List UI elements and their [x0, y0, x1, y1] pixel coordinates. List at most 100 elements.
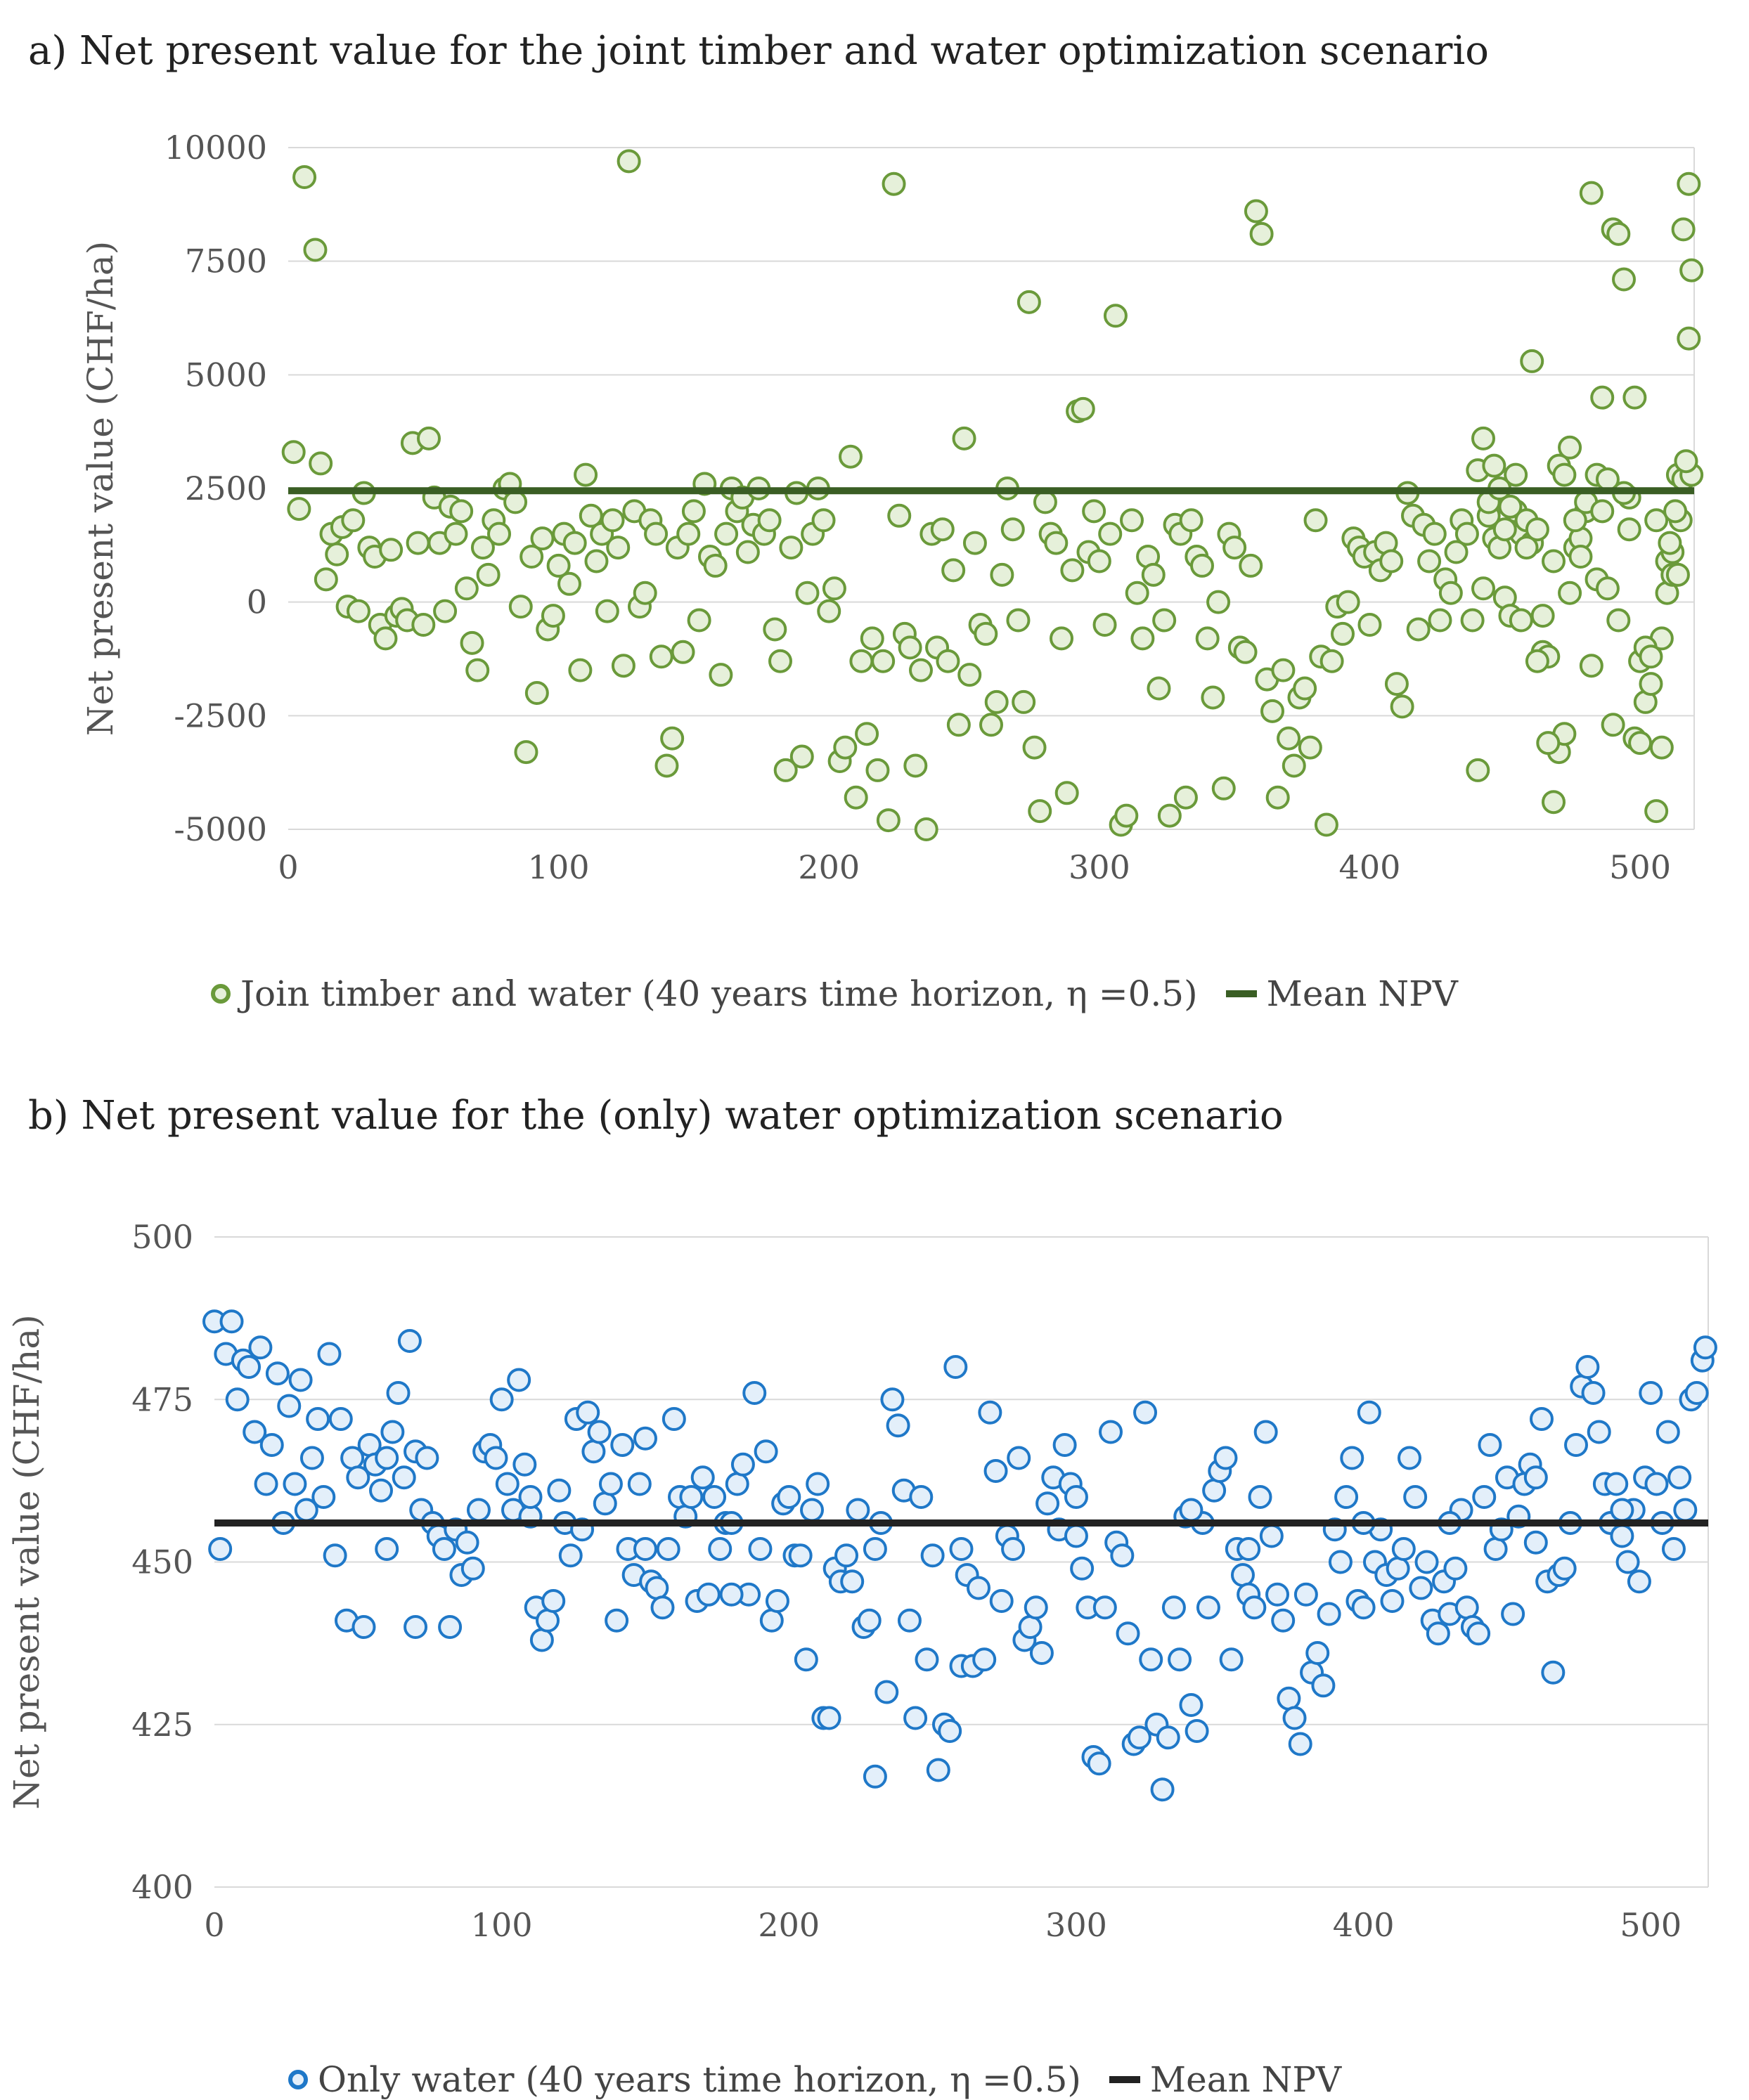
data-point — [1150, 1777, 1175, 1802]
data-point — [581, 1439, 606, 1464]
data-point — [1466, 758, 1490, 782]
data-point — [1617, 517, 1641, 542]
data-point — [708, 1537, 732, 1561]
data-point — [765, 1589, 789, 1613]
data-point — [1409, 1576, 1433, 1600]
data-point — [1133, 1400, 1158, 1425]
data-point — [983, 1459, 1008, 1483]
scatter-series — [281, 149, 1704, 841]
y-axis: 400 425 450 475 500 — [131, 1218, 193, 1906]
data-point — [392, 1465, 416, 1490]
data-point — [709, 663, 733, 687]
data-point — [1050, 626, 1073, 651]
data-point — [1649, 735, 1674, 760]
data-point — [1185, 1719, 1209, 1743]
data-point — [1282, 1706, 1307, 1730]
data-point — [1087, 549, 1111, 573]
data-point — [1478, 1433, 1502, 1457]
data-point — [897, 1608, 922, 1633]
data-point — [1259, 1524, 1284, 1548]
data-point — [460, 630, 484, 655]
y-axis: -5000 -2500 0 2500 5000 7500 10000 — [164, 129, 267, 848]
data-point — [1161, 1595, 1186, 1620]
data-point — [1092, 1595, 1117, 1620]
data-point — [1000, 517, 1025, 542]
y-tick-label: 2500 — [185, 469, 267, 507]
data-point — [898, 635, 922, 660]
data-point — [1018, 1615, 1043, 1639]
data-point — [1661, 1537, 1686, 1561]
data-point — [375, 1446, 399, 1470]
data-point — [465, 658, 490, 682]
data-point — [817, 599, 841, 623]
data-point — [742, 1381, 767, 1405]
data-point — [476, 562, 501, 587]
data-point — [627, 1472, 652, 1496]
data-point — [1579, 181, 1603, 205]
x-tick-label: 100 — [471, 1906, 533, 1944]
data-point — [990, 562, 1014, 587]
data-point — [1386, 1556, 1410, 1581]
x-tick-label: 300 — [1045, 1906, 1107, 1944]
data-point — [1196, 1595, 1220, 1620]
x-tick-label: 500 — [1620, 1906, 1682, 1944]
data-point — [633, 1426, 657, 1451]
data-point — [914, 817, 938, 841]
data-point — [920, 1543, 945, 1568]
data-point — [1206, 590, 1231, 614]
data-point — [1006, 608, 1031, 633]
data-point — [1483, 1537, 1508, 1561]
data-point — [661, 1407, 686, 1431]
data-point — [943, 1355, 968, 1379]
data-point — [1403, 1485, 1428, 1509]
y-tick-label: 500 — [131, 1218, 193, 1256]
data-point — [541, 1589, 566, 1613]
data-point — [1663, 499, 1688, 524]
data-point — [915, 1647, 939, 1672]
data-point — [508, 595, 533, 619]
data-point — [1422, 521, 1447, 546]
data-point — [1536, 731, 1561, 756]
data-point — [406, 531, 430, 555]
data-point — [259, 1433, 284, 1457]
data-point — [587, 1420, 612, 1444]
gridlines — [214, 1236, 1708, 1888]
data-point — [671, 640, 695, 664]
data-point — [1656, 1420, 1680, 1444]
data-point — [857, 1608, 882, 1633]
data-point — [1357, 613, 1382, 637]
data-point — [1028, 799, 1052, 824]
data-point — [681, 499, 706, 524]
data-point — [1460, 608, 1485, 633]
chart-a-title: a) Net present value for the joint timbe… — [28, 28, 1489, 74]
data-point — [328, 1407, 353, 1431]
data-point — [1110, 1543, 1135, 1568]
data-point — [1644, 1472, 1669, 1496]
data-point — [1141, 562, 1166, 587]
data-point — [536, 1608, 560, 1633]
data-point — [411, 613, 436, 637]
data-point — [1498, 494, 1523, 519]
data-point — [606, 536, 631, 560]
data-point — [1147, 676, 1171, 701]
data-point — [1612, 267, 1636, 292]
data-point — [1190, 553, 1214, 578]
data-point — [444, 521, 468, 546]
data-point — [719, 1582, 744, 1607]
data-point — [880, 1387, 905, 1412]
data-point — [1568, 545, 1593, 569]
data-point — [759, 1608, 784, 1633]
data-point — [1092, 613, 1117, 637]
data-point — [1454, 1595, 1479, 1620]
data-point — [1658, 531, 1682, 555]
data-point — [1523, 1530, 1548, 1555]
data-point — [1298, 735, 1322, 760]
data-point — [454, 576, 479, 601]
data-point — [546, 553, 571, 578]
x-axis: 0 100 200 300 400 500 — [278, 848, 1671, 886]
legend-label-mean: Mean NPV — [1149, 2059, 1342, 2100]
x-tick-label: 0 — [204, 1906, 224, 1944]
data-point — [645, 1576, 669, 1600]
data-point — [1071, 396, 1095, 421]
data-point — [417, 426, 441, 451]
